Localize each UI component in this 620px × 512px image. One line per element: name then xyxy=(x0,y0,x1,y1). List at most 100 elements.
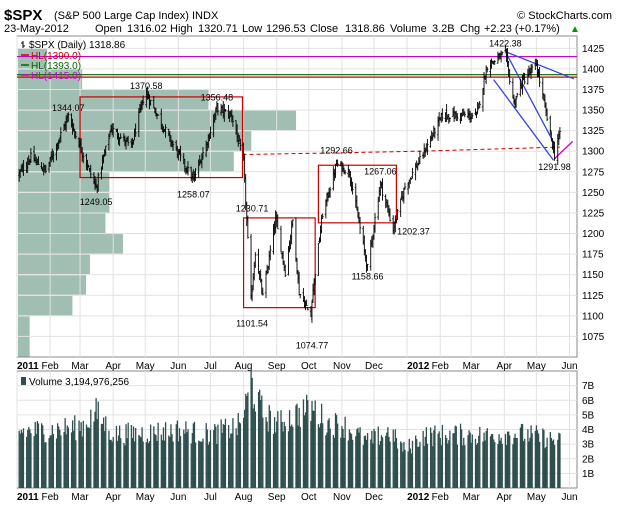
volume-bar xyxy=(228,424,230,488)
volume-bar xyxy=(57,423,59,488)
price-x-tick-label: Mar xyxy=(463,361,481,372)
volume-bar xyxy=(299,426,301,488)
price-axis-tick-label: 1200 xyxy=(582,229,605,240)
volume-bar xyxy=(58,426,60,488)
volume-bar xyxy=(118,425,121,488)
volume-bar xyxy=(261,395,263,488)
volume-bar xyxy=(75,440,77,488)
volume-bar xyxy=(82,420,84,488)
price-x-tick-label: 2011 xyxy=(17,361,39,372)
volume-bar xyxy=(558,432,560,488)
volume-bar xyxy=(468,430,470,488)
volume-bar xyxy=(504,434,507,488)
volume-bar xyxy=(501,443,503,488)
volume-bar xyxy=(73,430,75,488)
volume-bar xyxy=(365,439,368,488)
volume-bar xyxy=(147,443,150,488)
volume-bar xyxy=(52,433,55,488)
volume-bar xyxy=(524,438,526,488)
volume-bar xyxy=(515,438,517,488)
volume-bar xyxy=(109,439,111,488)
volume-bar xyxy=(79,430,81,488)
volume-bar xyxy=(266,421,268,488)
range-box xyxy=(317,164,397,224)
volume-bar xyxy=(63,431,65,488)
volume-bar xyxy=(449,430,451,488)
price-x-tick-label: Sep xyxy=(268,361,286,372)
volume-bar xyxy=(214,423,216,488)
brand-label: © StockCharts.com xyxy=(517,10,612,22)
volume-bar xyxy=(549,432,551,488)
volume-bar xyxy=(318,427,321,488)
volume-bar xyxy=(51,425,53,488)
volume-bar xyxy=(253,404,255,488)
volume-bar xyxy=(298,407,300,488)
trend-line xyxy=(493,79,555,161)
volume-bar xyxy=(207,444,209,488)
volume-x-tick-label: May xyxy=(136,492,155,503)
volume-bar xyxy=(434,425,436,488)
volume-bar xyxy=(55,438,58,488)
volume-bar xyxy=(127,422,129,488)
price-annotation: 1292.66 xyxy=(320,145,353,155)
volume-bar xyxy=(35,433,37,488)
volume-legend-text: Volume 3,194,976,256 xyxy=(29,377,130,388)
price-annotation: 1422.38 xyxy=(489,39,522,49)
volume-bar xyxy=(160,434,162,488)
volume-bar xyxy=(208,441,211,488)
volume-bar xyxy=(131,437,134,488)
range-box xyxy=(79,96,244,179)
volume-bar xyxy=(20,429,22,488)
volume-bar xyxy=(94,411,96,488)
volume-bar xyxy=(296,403,298,488)
volume-bar xyxy=(471,434,473,488)
volume-bar xyxy=(400,441,402,488)
volume-bar xyxy=(408,438,410,488)
volume-bar xyxy=(142,441,144,488)
volume-bar xyxy=(486,428,488,488)
volume-bar xyxy=(235,428,237,488)
dashed-reference-line xyxy=(242,146,560,155)
volume-x-tick-label: Apr xyxy=(105,492,121,503)
trend-line xyxy=(505,51,575,80)
volume-bar xyxy=(145,442,148,488)
volume-bar xyxy=(317,424,320,488)
volume-axis-tick-label: 4B xyxy=(582,425,595,436)
volume-bar xyxy=(74,415,76,488)
volume-bar xyxy=(467,435,469,488)
volume-bar xyxy=(415,435,417,488)
volume-bar xyxy=(325,435,327,488)
annotation-layer: 1344.07 1249.05 1370.58 1258.07 1356.48 1230.… xyxy=(52,39,571,351)
volume-bar xyxy=(446,437,448,488)
volume-bar xyxy=(288,410,291,488)
volume-bar xyxy=(407,451,409,488)
volume-bar xyxy=(493,439,495,488)
volume-bar xyxy=(19,433,21,488)
volume-bar xyxy=(489,436,492,488)
volume-bar xyxy=(522,441,525,488)
volume-bar xyxy=(462,445,464,488)
volume-bar xyxy=(322,423,324,488)
volume-bar xyxy=(364,435,367,488)
volume-bar xyxy=(349,432,352,488)
price-x-tick-label: Mar xyxy=(71,361,89,372)
volume-bar xyxy=(440,445,442,488)
volume-bar xyxy=(202,438,204,488)
volume-bar xyxy=(506,431,509,488)
volume-bar xyxy=(557,439,559,488)
price-axis-tick-label: 1275 xyxy=(582,167,605,178)
volume-bar xyxy=(232,418,234,488)
price-annotation: 1258.07 xyxy=(177,190,210,200)
volume-bar xyxy=(291,424,293,488)
volume-bar xyxy=(499,440,501,488)
volume-x-tick-label: Jun xyxy=(170,492,186,503)
volume-bar xyxy=(200,441,202,488)
volume-bar xyxy=(102,417,105,488)
volume-bar xyxy=(519,427,522,488)
price-x-tick-label: Dec xyxy=(365,361,383,372)
volume-bar xyxy=(289,426,292,488)
volume-bar xyxy=(498,434,500,488)
price-x-tick-label: Jul xyxy=(204,361,217,372)
volume-bar xyxy=(479,426,481,488)
volume-bar xyxy=(132,426,135,488)
